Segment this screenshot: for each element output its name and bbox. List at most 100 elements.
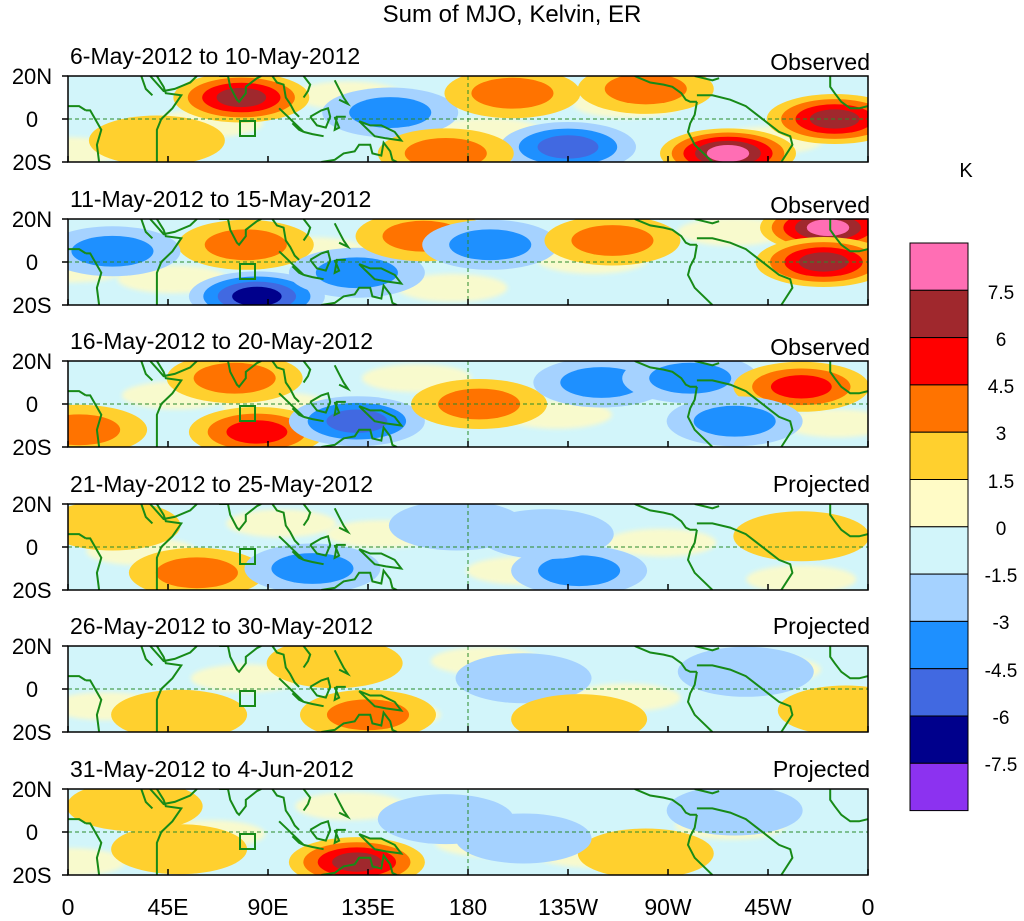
coastline [333, 792, 351, 820]
colorbar-swatch [909, 384, 969, 433]
colorbar-swatch [909, 479, 969, 528]
coastline [694, 789, 720, 795]
coastline [85, 822, 103, 875]
region-box [239, 120, 256, 137]
anomaly-contour [404, 137, 487, 162]
colorbar-swatch [909, 431, 969, 481]
coastline [302, 219, 312, 242]
anomaly-contour [577, 828, 714, 875]
panel-1-date-range: 6-May-2012 to 10-May-2012 [70, 43, 361, 69]
coastline [303, 843, 324, 851]
region-box [239, 405, 256, 422]
anomaly-contour [677, 646, 814, 697]
lon-label-0: 0 [61, 894, 75, 920]
coastline [634, 646, 697, 673]
coastline [829, 789, 868, 823]
colorbar-swatch [909, 289, 969, 339]
anomaly-contour [733, 511, 868, 562]
anomaly-blob [295, 792, 406, 821]
coastline [140, 219, 154, 240]
coastline [358, 548, 404, 570]
coastline [829, 219, 868, 253]
coastline [321, 568, 398, 590]
coastline [140, 76, 154, 97]
panel-6-date-range: 31-May-2012 to 4-Jun-2012 [70, 756, 354, 782]
coastline [686, 671, 714, 732]
lat-label-20n: 20N [11, 634, 53, 659]
coastline [149, 219, 198, 236]
coastline [278, 392, 305, 418]
coastline [68, 390, 87, 397]
lon-label-135e: 135E [341, 894, 395, 920]
coastline [155, 219, 184, 305]
anomaly-contour [537, 135, 599, 159]
lat-label-20s: 20S [12, 863, 52, 888]
coastline [149, 789, 198, 806]
panel-3-kind: Observed [770, 334, 870, 360]
coastline [302, 646, 312, 669]
coastline [278, 107, 305, 133]
coastline [149, 361, 198, 378]
colorbar-tick-label: 4.5 [987, 377, 1015, 398]
coastline [634, 789, 697, 816]
colorbar-tick-label: 6 [995, 330, 1007, 351]
coastline [694, 219, 720, 225]
anomaly-contour [204, 229, 287, 261]
coastline [696, 664, 794, 732]
colorbar-tick-label: -6 [992, 708, 1010, 729]
anomaly-contour [693, 405, 776, 437]
anomaly-contour [155, 557, 238, 589]
coastline [155, 76, 184, 162]
colorbar-tick-label: 0 [995, 519, 1007, 540]
panel-5-date-range: 26-May-2012 to 30-May-2012 [70, 613, 373, 639]
map-panel-3 [68, 361, 868, 447]
coastline [219, 504, 262, 532]
coastline [309, 535, 332, 557]
anomaly-contour [266, 646, 403, 689]
coastline [333, 364, 351, 392]
coastline [271, 646, 300, 688]
coastline [68, 105, 87, 112]
coastline [333, 543, 346, 560]
coastline [309, 392, 332, 414]
coastline [829, 76, 868, 110]
coastline [149, 76, 198, 93]
anomaly-contour [770, 375, 832, 399]
panel-2-kind: Observed [770, 192, 870, 218]
anomaly-contour [604, 76, 687, 105]
coastline [333, 828, 346, 845]
coastline [271, 504, 300, 546]
coastline [358, 833, 404, 855]
coastline [694, 504, 720, 510]
coastline [85, 252, 103, 305]
lon-label-135w: 135W [537, 894, 599, 920]
coastline [309, 677, 332, 699]
lat-label-20n: 20N [11, 207, 53, 232]
anomaly-blob [746, 565, 857, 590]
lat-label-20s: 20S [12, 293, 52, 318]
colorbar-swatch [909, 242, 969, 291]
anomaly-contour [68, 414, 121, 446]
anomaly-blob [397, 273, 508, 302]
coastline [219, 646, 262, 674]
anomaly-contour [111, 824, 248, 875]
coastline [68, 248, 87, 255]
map-panel-6 [68, 789, 868, 875]
coastline [634, 219, 697, 246]
coastline [634, 504, 697, 531]
coastline [321, 425, 398, 447]
coastline [686, 101, 714, 162]
anomaly-blob [781, 409, 868, 438]
map-panel-1 [68, 76, 868, 162]
coastline [302, 76, 312, 99]
coastline [358, 263, 404, 285]
lat-label-eq: 0 [25, 535, 39, 560]
lat-label-eq: 0 [25, 107, 39, 132]
anomaly-contour [666, 789, 803, 836]
anomaly-contour [71, 235, 154, 267]
lon-label-180: 180 [448, 894, 488, 920]
anomaly-contour [438, 388, 521, 420]
colorbar-swatch [909, 762, 969, 812]
coastline [303, 700, 324, 708]
region-box [239, 690, 256, 707]
